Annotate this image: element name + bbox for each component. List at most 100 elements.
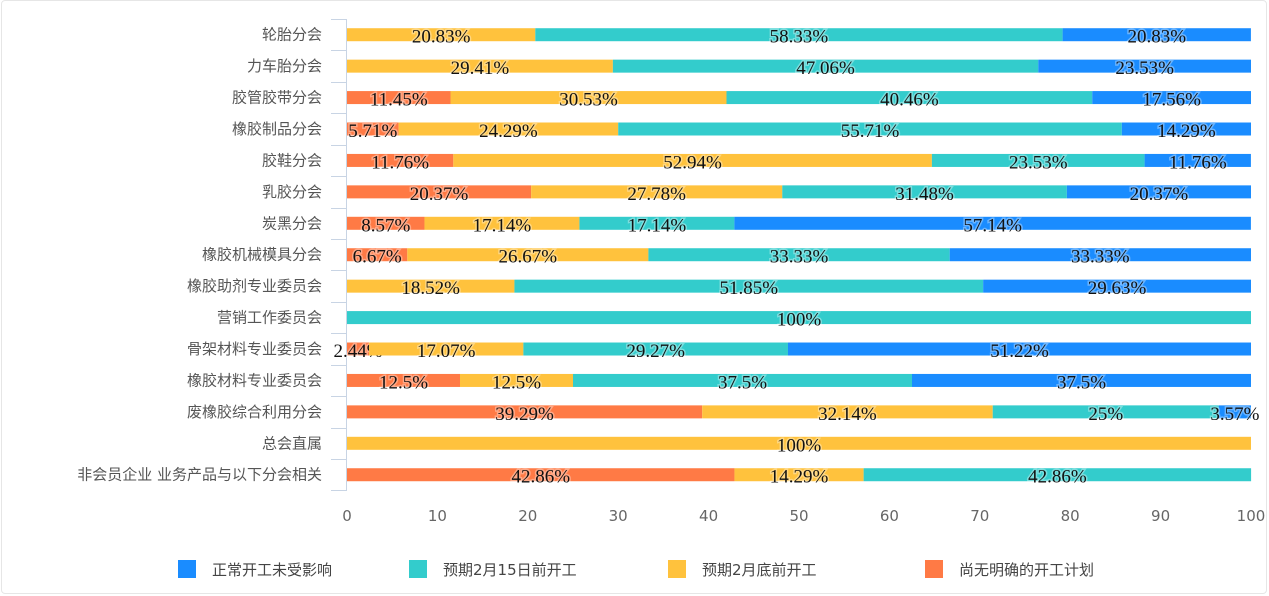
bar-segment (347, 248, 408, 262)
data-label: 47.06% (796, 58, 855, 79)
category-label: 乳胶分会 (262, 183, 322, 201)
legend-label: 预期2月15日前开工 (443, 561, 577, 579)
data-label: 17.14% (628, 215, 687, 236)
bar-segment (347, 342, 370, 356)
data-label: 58.33% (770, 27, 829, 48)
category-label: 力车胎分会 (247, 57, 322, 75)
bar-segment (424, 216, 580, 230)
x-tick-label: 20 (518, 507, 537, 525)
bar-segment (347, 216, 425, 230)
data-label: 42.86% (1028, 467, 1087, 488)
bar-segment (460, 373, 573, 387)
bar-segment (734, 216, 1251, 230)
category-label: 轮胎分会 (262, 26, 322, 44)
bar-segment (347, 185, 532, 199)
x-tick-label: 70 (970, 507, 989, 525)
x-tick-label: 30 (609, 507, 628, 525)
bar-segment (702, 405, 993, 419)
data-label: 100% (777, 435, 822, 456)
bar-segment (1092, 91, 1251, 105)
bar-segment (992, 405, 1219, 419)
x-tick-label: 50 (789, 507, 808, 525)
data-label: 55.71% (841, 121, 900, 142)
category-label: 炭黑分会 (262, 214, 322, 232)
data-label: 11.76% (371, 152, 429, 173)
data-label: 8.57% (361, 215, 410, 236)
bar-segment (949, 248, 1251, 262)
bar-segment (1218, 405, 1251, 419)
data-label: 12.5% (379, 372, 428, 393)
bar-segment (573, 373, 912, 387)
data-label: 17.56% (1142, 90, 1201, 111)
category-label: 胶管胶带分会 (232, 89, 322, 107)
bar-segment (398, 122, 619, 136)
data-label: 39.29% (495, 404, 554, 425)
bar-segment (612, 59, 1039, 73)
bar-segment (618, 122, 1122, 136)
data-label: 29.27% (626, 341, 685, 362)
category-label: 橡胶机械模具分会 (202, 246, 322, 264)
bar-segment (514, 279, 984, 293)
bar-segment (1121, 122, 1251, 136)
data-label: 5.71% (348, 121, 397, 142)
x-tick-label: 100 (1237, 507, 1266, 525)
data-label: 17.14% (473, 215, 532, 236)
bar-segment (347, 436, 1251, 450)
data-label: 29.41% (451, 58, 510, 79)
data-label: 51.85% (719, 278, 778, 299)
legend-swatch (925, 560, 943, 578)
legend-label: 正常开工未受影响 (212, 561, 332, 579)
legend-swatch (178, 560, 196, 578)
data-label: 23.53% (1115, 58, 1174, 79)
data-label: 32.14% (818, 404, 877, 425)
data-label: 17.07% (417, 341, 476, 362)
bar-segment (453, 153, 932, 167)
bar-segment (347, 405, 703, 419)
data-label: 25% (1088, 404, 1123, 425)
bar-segment (1144, 153, 1251, 167)
x-tick-label: 0 (342, 507, 352, 525)
x-tick-label: 40 (699, 507, 718, 525)
bar-segment (648, 248, 950, 262)
bar-segment (1038, 59, 1251, 73)
bar-segment (347, 279, 515, 293)
data-label: 51.22% (990, 341, 1049, 362)
data-label: 37.5% (1057, 372, 1106, 393)
bar-segment (347, 311, 1251, 325)
bar-segment (369, 342, 524, 356)
data-label: 52.94% (663, 152, 722, 173)
data-label: 26.67% (499, 247, 558, 268)
data-label: 31.48% (895, 184, 954, 205)
bar-segment (726, 91, 1093, 105)
data-label: 20.37% (1130, 184, 1189, 205)
category-label: 骨架材料专业委员会 (187, 340, 322, 358)
bar-segment (787, 342, 1251, 356)
bar-segment (407, 248, 649, 262)
data-label: 20.83% (1127, 27, 1186, 48)
category-label: 总会直属 (262, 434, 322, 452)
bar-segment (450, 91, 727, 105)
data-label: 29.63% (1088, 278, 1147, 299)
bar-segment (1066, 185, 1251, 199)
bar-segment (347, 373, 460, 387)
data-label: 40.46% (880, 90, 939, 111)
data-label: 3.57% (1210, 404, 1259, 425)
data-label: 37.5% (718, 372, 767, 393)
data-label: 30.53% (559, 90, 618, 111)
legend-label: 尚无明确的开工计划 (959, 561, 1094, 579)
data-label: 20.83% (412, 27, 471, 48)
data-label: 20.37% (410, 184, 469, 205)
legend-label: 预期2月底前开工 (702, 561, 817, 579)
data-label: 33.33% (1071, 247, 1130, 268)
bar-segment (1062, 28, 1251, 42)
bar-segment (347, 153, 454, 167)
data-label: 24.29% (479, 121, 538, 142)
data-label: 6.67% (353, 247, 402, 268)
legend-swatch (668, 560, 686, 578)
x-tick-label: 80 (1061, 507, 1080, 525)
bar-segment (531, 185, 783, 199)
category-label: 胶鞋分会 (262, 151, 322, 169)
category-label: 橡胶材料专业委员会 (187, 371, 322, 389)
